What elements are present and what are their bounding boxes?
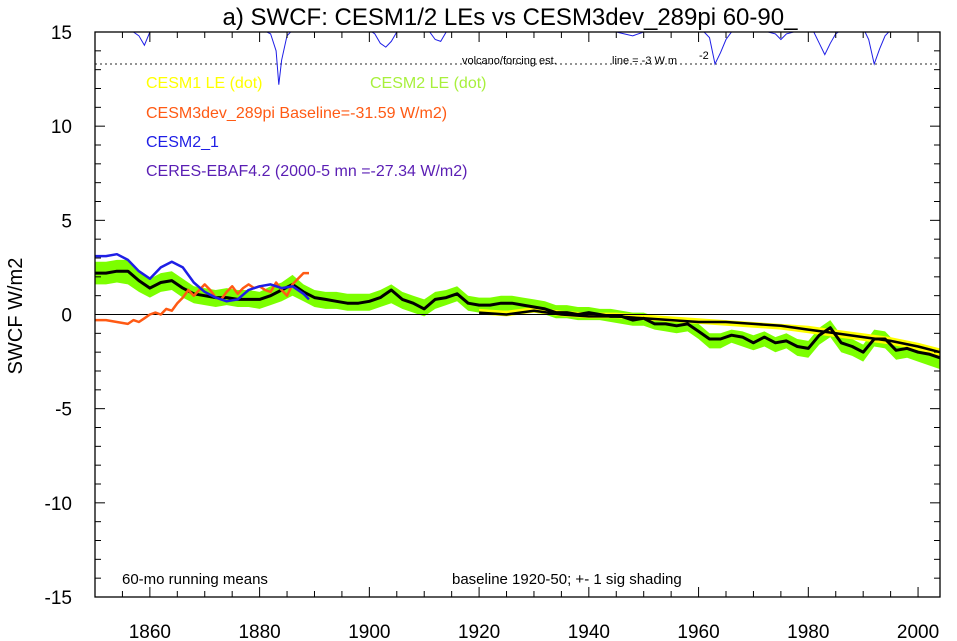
plot-area: 1860 1880 1900 1920 1940 1960 1980 2000 -15 -10 -5… [45,23,941,641]
y-tick-label: 5 [61,211,72,232]
y-tick-label: 15 [51,23,72,44]
x-tick-label: 1900 [348,622,390,641]
x-tick-label: 1920 [458,622,500,641]
chart-title: a) SWCF: CESM1/2 LEs vs CESM3dev_289pi 6… [223,4,799,31]
baseline-note: baseline 1920-50; +- 1 sig shading [452,571,682,588]
series-group [95,32,940,370]
series-line-cesm3dev-289pi-baseline-31-59-w-m2 [95,271,309,326]
legend-item-ceres-ebaf4-2-2000-5-mn-27-34-w-m2: CERES-EBAF4.2 (2000-5 mn =-27.34 W/m2) [146,163,467,180]
legend-item-cesm2-le-dot: CESM2 LE (dot) [370,75,486,92]
band-cesm2-le-dot [95,259,940,370]
x-tick-label: 1960 [677,622,719,641]
line-scale-label: line = -3 W m [612,55,677,67]
y-tick-label: -5 [55,400,72,421]
running-means-note: 60-mo running means [122,571,268,588]
volcano-forcing-label: volcano/forcing est. [462,55,557,67]
line-scale-label-exponent: -2 [699,50,709,62]
y-tick-label: 10 [51,117,72,138]
x-tick-label: 1940 [568,622,610,641]
x-tick-label: 1860 [129,622,171,641]
series-line-cesm2-1 [95,252,310,303]
legend-item-cesm1-le-dot: CESM1 LE (dot) [146,75,262,92]
y-axis-label: SWCF W/m2 [5,258,27,375]
x-tick-label: 1880 [238,622,280,641]
y-tick-label: -15 [45,588,72,609]
y-tick-label: 0 [61,306,72,327]
forcing-trace-line [131,32,890,85]
y-tick-label: -10 [45,494,72,515]
legend-item-cesm2-1: CESM2_1 [146,134,219,151]
x-tick-label: 1980 [787,622,829,641]
legend-item-cesm3dev-289pi-baseline-31-59-w-m2: CESM3dev_289pi Baseline=-31.59 W/m2) [146,105,447,122]
x-tick-label: 2000 [897,622,939,641]
